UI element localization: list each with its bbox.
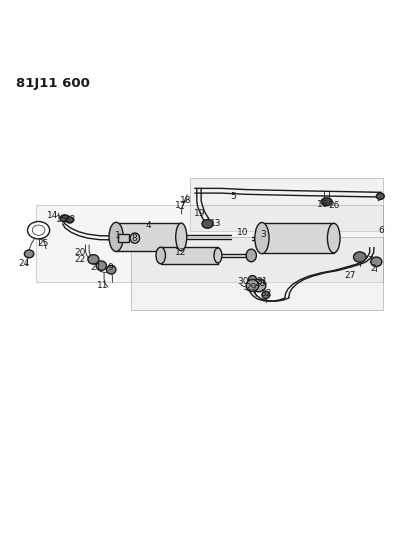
Bar (116, 223, 181, 251)
Text: 8: 8 (131, 233, 137, 243)
Text: 22: 22 (74, 255, 85, 264)
Text: 5: 5 (230, 192, 236, 201)
Ellipse shape (202, 220, 213, 228)
Polygon shape (36, 205, 383, 282)
Text: 25: 25 (38, 239, 49, 248)
Bar (262, 223, 334, 253)
Ellipse shape (130, 233, 140, 243)
Text: 12: 12 (175, 248, 186, 257)
Text: 9: 9 (108, 263, 113, 272)
Text: 13: 13 (210, 220, 221, 228)
Text: 11: 11 (97, 281, 108, 290)
Ellipse shape (354, 252, 366, 262)
Ellipse shape (327, 223, 340, 253)
Text: 1: 1 (115, 231, 121, 240)
Text: 23: 23 (64, 215, 76, 224)
Bar (161, 247, 218, 264)
Text: 29: 29 (246, 282, 257, 292)
Ellipse shape (176, 223, 187, 251)
Text: 32: 32 (260, 289, 272, 298)
Text: 14: 14 (47, 212, 59, 221)
Text: 21: 21 (91, 263, 102, 272)
Ellipse shape (246, 279, 259, 292)
Ellipse shape (107, 265, 116, 274)
Text: 24: 24 (18, 259, 29, 268)
Text: 15: 15 (56, 215, 68, 224)
Ellipse shape (96, 261, 107, 270)
Text: 17: 17 (175, 201, 186, 210)
Polygon shape (131, 237, 383, 310)
Text: 26: 26 (328, 201, 340, 210)
Text: 4: 4 (146, 221, 152, 230)
Ellipse shape (214, 248, 222, 263)
Text: 19: 19 (194, 209, 206, 217)
Text: 6: 6 (379, 227, 385, 236)
Ellipse shape (28, 222, 50, 239)
Text: 3: 3 (261, 230, 267, 239)
Ellipse shape (88, 255, 99, 264)
Ellipse shape (109, 222, 123, 252)
Text: 7: 7 (367, 256, 373, 265)
Text: 28: 28 (255, 279, 266, 288)
Ellipse shape (321, 198, 332, 206)
Text: 27: 27 (344, 271, 356, 280)
Text: 31: 31 (256, 277, 268, 286)
Ellipse shape (66, 217, 73, 223)
Text: 20: 20 (75, 248, 86, 257)
Text: 81J11 600: 81J11 600 (17, 77, 90, 90)
Text: 30: 30 (238, 277, 249, 286)
Ellipse shape (249, 276, 256, 282)
Text: 10: 10 (237, 229, 249, 238)
Bar (118, 234, 129, 243)
Ellipse shape (376, 193, 384, 199)
Ellipse shape (32, 225, 45, 236)
Ellipse shape (156, 247, 166, 264)
Text: 18: 18 (180, 196, 191, 205)
Polygon shape (190, 177, 383, 231)
Ellipse shape (25, 250, 34, 258)
Text: 16: 16 (316, 200, 328, 208)
Ellipse shape (60, 215, 69, 222)
Text: 2: 2 (371, 264, 377, 273)
Ellipse shape (371, 257, 382, 266)
Ellipse shape (255, 222, 269, 254)
Ellipse shape (262, 292, 270, 298)
Ellipse shape (246, 249, 256, 262)
Ellipse shape (252, 279, 266, 292)
